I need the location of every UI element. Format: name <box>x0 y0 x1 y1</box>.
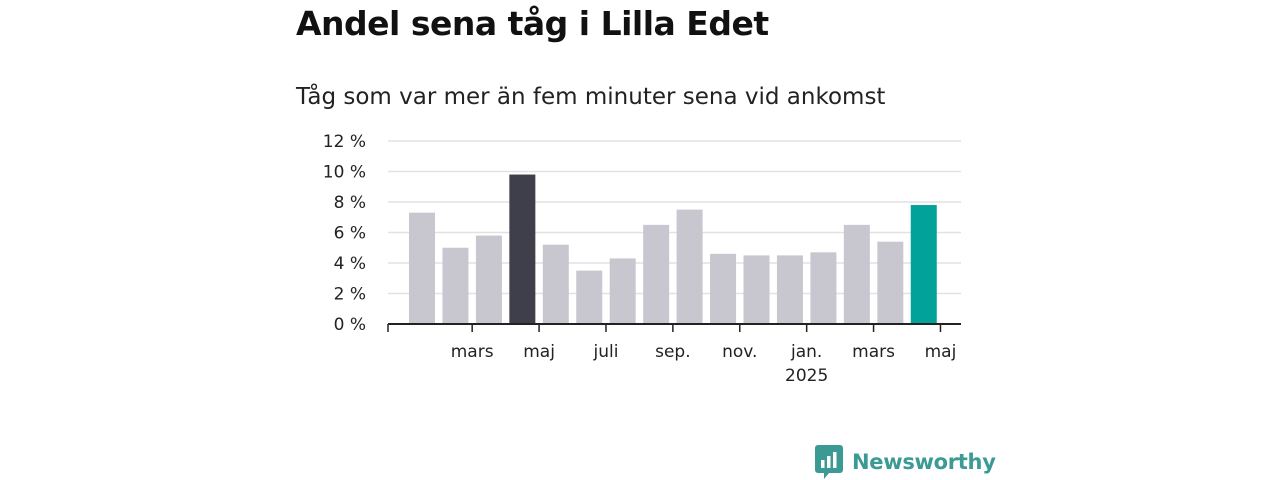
brand-logo: Newsworthy <box>815 445 996 479</box>
brand-name: Newsworthy <box>852 450 996 474</box>
bar <box>676 209 703 324</box>
bar <box>542 244 569 324</box>
y-axis-ticks: 0 % 2 % 4 % 6 % 8 % 10 % 12 % <box>323 132 366 335</box>
bars <box>409 174 937 324</box>
y-tick-label: 0 % <box>334 315 366 335</box>
bar <box>710 253 737 324</box>
bar <box>643 224 670 324</box>
y-tick-label: 2 % <box>334 285 366 305</box>
y-tick-label: 10 % <box>323 163 366 183</box>
bar <box>409 212 435 324</box>
bar <box>776 255 803 324</box>
bar-chart-bubble-icon <box>815 445 843 479</box>
bar <box>910 205 937 324</box>
y-tick-label: 4 % <box>334 254 366 274</box>
bar <box>475 235 502 324</box>
y-tick-label: 12 % <box>323 132 366 152</box>
chart-title: Andel sena tåg i Lilla Edet <box>296 4 769 43</box>
x-tick-label: nov. <box>722 342 757 362</box>
bar <box>509 174 536 324</box>
bar <box>810 252 837 324</box>
y-tick-label: 6 % <box>334 224 366 244</box>
bar <box>609 258 636 324</box>
x-tick-label: jan. <box>790 342 822 362</box>
bar <box>743 255 770 324</box>
chart-subtitle: Tåg som var mer än fem minuter sena vid … <box>296 84 886 110</box>
bar <box>843 224 870 324</box>
grid-lines <box>388 140 961 295</box>
x-tick-label: juli <box>592 342 618 362</box>
x-tick-label: maj <box>925 342 957 362</box>
y-tick-label: 8 % <box>334 193 366 213</box>
x-tick-label: maj <box>523 342 555 362</box>
bar <box>576 270 603 324</box>
bar <box>442 247 469 324</box>
x-tick-label: sep. <box>655 342 691 362</box>
x-tick-label: mars <box>852 342 895 362</box>
x-tick-label: mars <box>451 342 494 362</box>
bar <box>877 241 904 324</box>
x-axis-ticks: mars maj juli sep. nov. jan. 2025 mars maj <box>387 324 957 386</box>
x-tick-year-label: 2025 <box>785 366 828 386</box>
